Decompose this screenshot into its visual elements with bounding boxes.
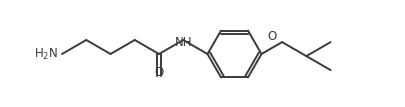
Text: O: O — [266, 30, 276, 43]
Text: O: O — [154, 66, 163, 79]
Text: NH: NH — [174, 36, 192, 49]
Text: H$_2$N: H$_2$N — [34, 46, 58, 62]
